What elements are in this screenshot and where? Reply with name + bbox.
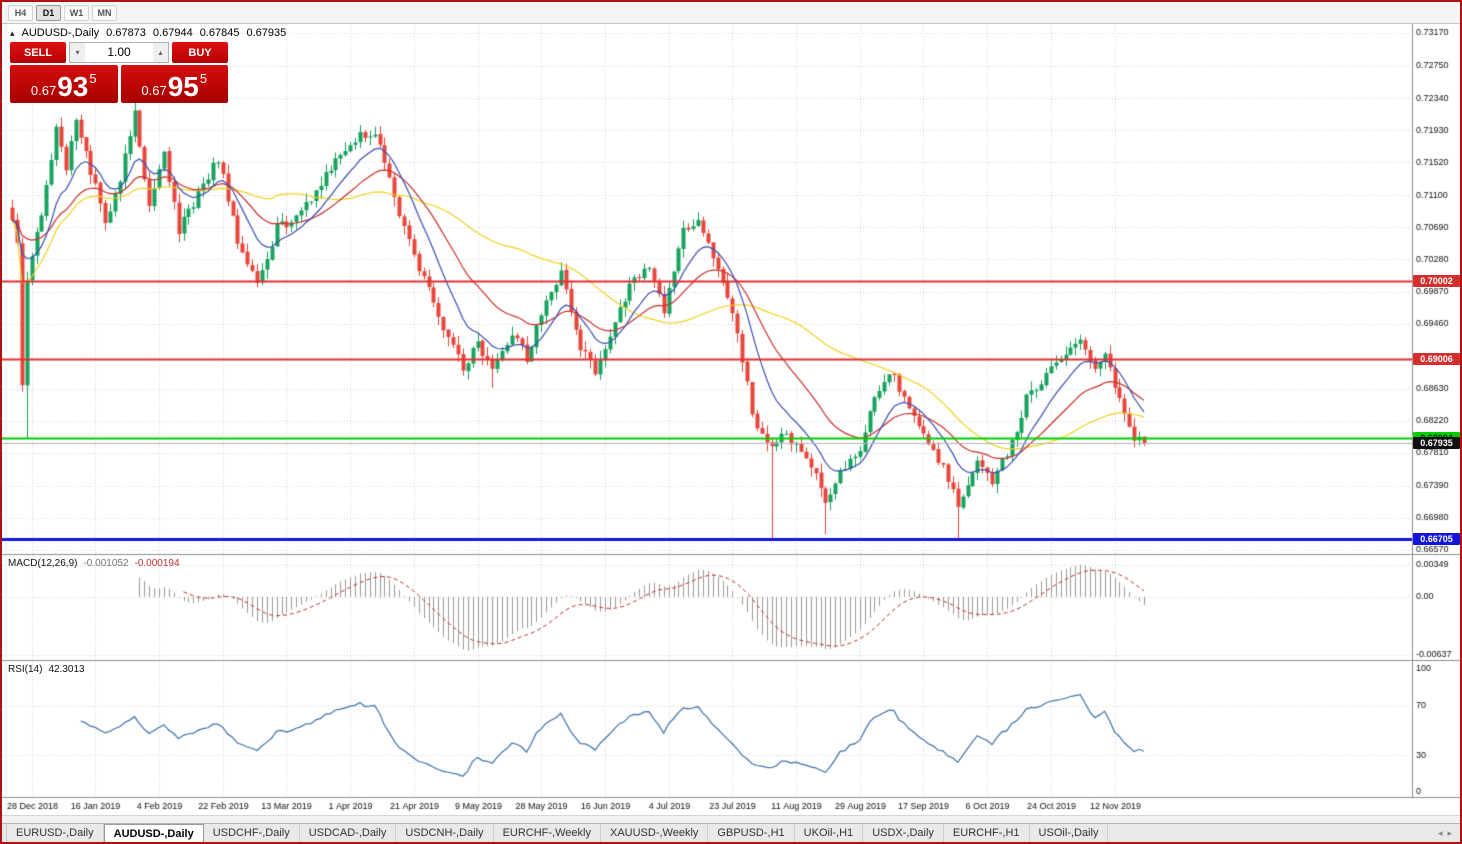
rsi-indicator-label: RSI(14) 42.3013 [8,664,85,675]
sell-price-display[interactable]: 0.67 93 5 [10,65,118,103]
chart-tab-6[interactable]: XAUUSD-,Weekly [601,824,709,842]
volume-stepper: ▾ 1.00 ▴ [69,42,169,63]
chart-tab-1[interactable]: AUDUSD-,Daily [103,824,204,842]
volume-input[interactable]: 1.00 [107,45,131,59]
buy-price-sup: 5 [199,71,208,86]
timeframe-button-mn[interactable]: MN [92,4,117,21]
chart-tab-5[interactable]: EURCHF-,Weekly [494,824,601,842]
price-chart-canvas[interactable] [2,24,1460,815]
chart-tab-9[interactable]: USDX-,Daily [863,824,944,842]
status-strip [2,815,1460,823]
macd-signal-value: -0.000194 [134,558,180,569]
ohlc-low: 0.67845 [199,27,240,39]
buy-price-big: 95 [167,71,199,102]
chart-tab-3[interactable]: USDCAD-,Daily [300,824,397,842]
ohlc-close: 0.67935 [246,27,287,39]
chart-tabs-bar: EURUSD-,Daily AUDUSD-,Daily USDCHF-,Daily U… [2,823,1460,842]
chart-tab-0[interactable]: EURUSD-,Daily [6,824,104,842]
sell-button[interactable]: SELL [10,42,66,63]
macd-name: MACD(12,26,9) [8,558,78,569]
ohlc-open: 0.67873 [106,27,146,39]
macd-main-value: -0.001052 [83,558,129,569]
tab-scroll-left-icon[interactable]: ◂ [1437,827,1443,838]
chart-tab-7[interactable]: GBPUSD-,H1 [708,824,795,842]
chart-tab-10[interactable]: EURCHF-,H1 [944,824,1030,842]
timeframe-button-h4[interactable]: H4 [8,4,33,21]
sell-price-sup: 5 [89,71,97,86]
chart-symbol-icon: ▴ [10,27,15,38]
volume-decrease-button[interactable]: ▾ [70,43,85,62]
tab-scroll-arrows: ◂ ▸ [1438,824,1460,842]
buy-button[interactable]: BUY [172,42,228,63]
chart-tab-8[interactable]: UKOil-,H1 [795,824,864,842]
rsi-name: RSI(14) [8,664,43,675]
volume-increase-button[interactable]: ▴ [153,43,168,62]
symbol-name: AUDUSD-,Daily [21,27,100,39]
rsi-value: 42.3013 [48,664,85,675]
chart-area: ▴ AUDUSD-,Daily 0.67873 0.67944 0.67845 … [2,24,1460,815]
macd-indicator-label: MACD(12,26,9) -0.001052 -0.000194 [8,558,180,569]
timeframe-button-d1[interactable]: D1 [36,4,61,21]
sell-price-prefix: 0.67 [30,83,57,98]
ohlc-high: 0.67944 [152,27,193,39]
buy-price-display[interactable]: 0.67 95 5 [120,65,228,103]
one-click-trading-panel: SELL ▾ 1.00 ▴ BUY 0.67 93 5 0.67 95 5 [10,42,228,103]
timeframe-button-w1[interactable]: W1 [64,4,89,21]
chart-tab-2[interactable]: USDCHF-,Daily [204,824,300,842]
tab-scroll-right-icon[interactable]: ▸ [1447,827,1452,838]
timeframe-toolbar: H4 D1 W1 MN [2,2,1460,24]
chart-tab-11[interactable]: USOil-,Daily [1030,824,1109,842]
sell-price-big: 93 [57,71,89,102]
buy-price-prefix: 0.67 [141,83,167,98]
chart-tab-4[interactable]: USDCNH-,Daily [396,824,494,842]
chart-title: ▴ AUDUSD-,Daily 0.67873 0.67944 0.67845 … [10,27,286,39]
